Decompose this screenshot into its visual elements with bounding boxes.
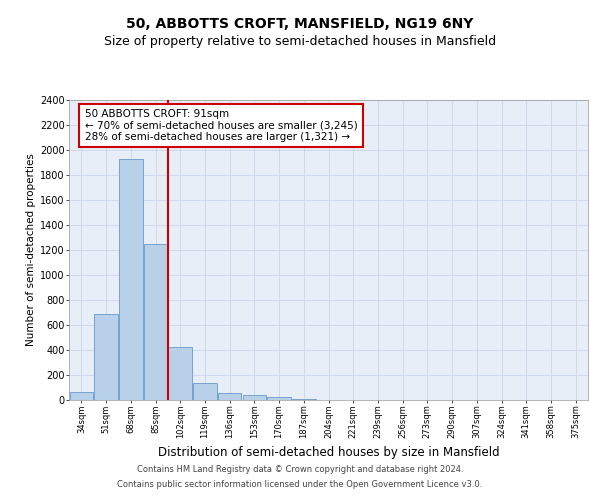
Bar [268, 397, 291, 400]
Y-axis label: Number of semi-detached properties: Number of semi-detached properties [26, 154, 36, 346]
Bar [94, 314, 118, 400]
Bar [218, 393, 241, 400]
Bar [292, 399, 316, 400]
Bar [242, 395, 266, 400]
Bar [193, 382, 217, 400]
Bar [70, 392, 93, 400]
Bar [169, 347, 192, 400]
X-axis label: Distribution of semi-detached houses by size in Mansfield: Distribution of semi-detached houses by … [158, 446, 499, 460]
Text: 50 ABBOTTS CROFT: 91sqm
← 70% of semi-detached houses are smaller (3,245)
28% of: 50 ABBOTTS CROFT: 91sqm ← 70% of semi-de… [85, 109, 358, 142]
Bar [119, 159, 143, 400]
Bar [144, 244, 167, 400]
Text: Contains HM Land Registry data © Crown copyright and database right 2024.: Contains HM Land Registry data © Crown c… [137, 465, 463, 474]
Text: Contains public sector information licensed under the Open Government Licence v3: Contains public sector information licen… [118, 480, 482, 489]
Text: Size of property relative to semi-detached houses in Mansfield: Size of property relative to semi-detach… [104, 35, 496, 48]
Text: 50, ABBOTTS CROFT, MANSFIELD, NG19 6NY: 50, ABBOTTS CROFT, MANSFIELD, NG19 6NY [127, 18, 473, 32]
